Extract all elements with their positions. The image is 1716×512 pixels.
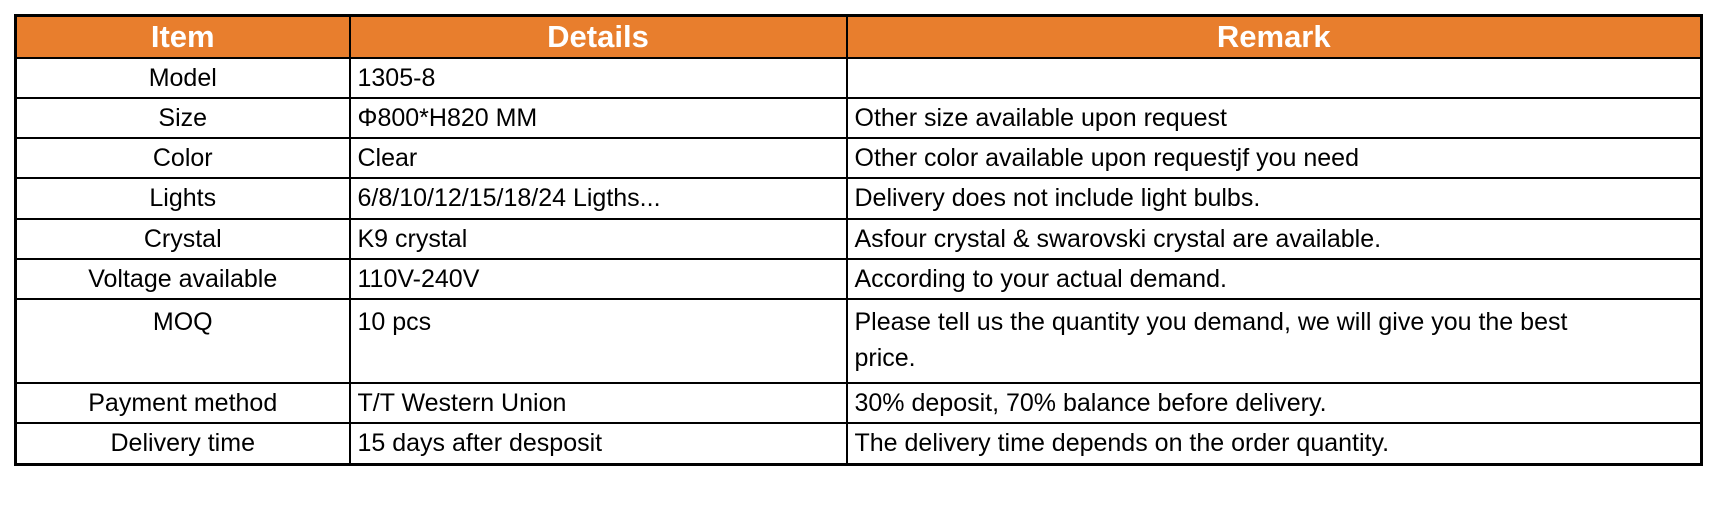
item-cell: Size	[14, 96, 351, 140]
remark-cell: Other size available upon request	[845, 96, 1703, 140]
item-cell: Model	[14, 56, 351, 99]
remark-cell: The delivery time depends on the order q…	[845, 422, 1703, 465]
header-row: Item Details Remark	[14, 14, 1703, 59]
details-cell: K9 crystal	[348, 217, 848, 260]
table-row: Payment method T/T Western Union 30% dep…	[14, 381, 1703, 425]
column-header-remark: Remark	[845, 14, 1703, 59]
remark-cell: Please tell us the quantity you demand, …	[845, 298, 1703, 384]
details-cell: T/T Western Union	[348, 381, 848, 425]
item-cell: MOQ	[14, 298, 351, 384]
details-cell: 1305-8	[348, 56, 848, 99]
remark-cell: Asfour crystal & swarovski crystal are a…	[845, 217, 1703, 260]
table-row: MOQ 10 pcs Please tell us the quantity y…	[14, 298, 1703, 384]
details-cell: 6/8/10/12/15/18/24 Ligths...	[348, 177, 848, 220]
item-cell: Voltage available	[14, 257, 351, 301]
table-row: Lights 6/8/10/12/15/18/24 Ligths... Deli…	[14, 177, 1703, 220]
table-row: Size Φ800*H820 MM Other size available u…	[14, 96, 1703, 140]
table-row: Delivery time 15 days after desposit The…	[14, 422, 1703, 465]
item-cell: Lights	[14, 177, 351, 220]
remark-cell	[845, 56, 1703, 99]
remark-text: Please tell us the quantity you demand, …	[854, 308, 1568, 373]
column-header-item: Item	[14, 14, 351, 59]
table-row: Voltage available 110V-240V According to…	[14, 257, 1703, 301]
remark-cell: 30% deposit, 70% balance before delivery…	[845, 381, 1703, 425]
details-cell: 10 pcs	[348, 298, 848, 384]
item-cell: Color	[14, 136, 351, 180]
details-cell: 110V-240V	[348, 257, 848, 301]
item-cell: Payment method	[14, 381, 351, 425]
table-row: Color Clear Other color available upon r…	[14, 136, 1703, 180]
table-row: Model 1305-8	[14, 56, 1703, 99]
remark-cell: Delivery does not include light bulbs.	[845, 177, 1703, 220]
remark-cell: According to your actual demand.	[845, 257, 1703, 301]
details-cell: Φ800*H820 MM	[348, 96, 848, 140]
item-cell: Delivery time	[14, 422, 351, 465]
product-spec-table: Item Details Remark Model 1305-8 Size Φ8…	[14, 14, 1703, 466]
item-cell: Crystal	[14, 217, 351, 260]
column-header-details: Details	[348, 14, 848, 59]
remark-cell: Other color available upon requestjf you…	[845, 136, 1703, 180]
table-row: Crystal K9 crystal Asfour crystal & swar…	[14, 217, 1703, 260]
details-cell: Clear	[348, 136, 848, 180]
details-cell: 15 days after desposit	[348, 422, 848, 465]
